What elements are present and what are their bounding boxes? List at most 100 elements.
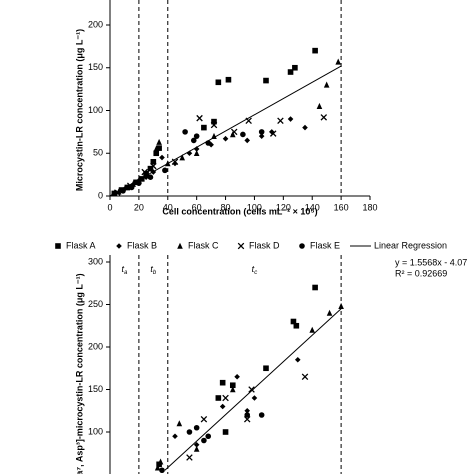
marker-triangle <box>193 149 200 157</box>
marker-x <box>200 415 208 423</box>
marker-circle <box>258 412 265 418</box>
regression-line <box>164 308 342 471</box>
legend-marker <box>116 243 122 249</box>
marker-circle <box>147 174 154 180</box>
marker-circle <box>111 191 118 196</box>
regression-equation: y = 1.5568x - 4.07 <box>395 257 467 267</box>
marker-diamond <box>251 395 258 401</box>
x-tick-label: 60 <box>192 202 202 212</box>
y-tick-label: 250 <box>88 299 103 309</box>
x-tick-label: 140 <box>305 202 320 212</box>
marker-square <box>138 176 145 182</box>
x-tick-label: 20 <box>134 202 144 212</box>
marker-circle <box>205 140 212 146</box>
marker-circle <box>205 433 212 440</box>
marker-x <box>269 130 277 137</box>
marker-diamond <box>219 403 226 410</box>
phase-subscript: b <box>153 270 157 276</box>
marker-square <box>133 179 139 186</box>
legend-label: Linear Regression <box>374 240 447 250</box>
marker-x <box>186 454 193 461</box>
marker-x <box>230 128 238 136</box>
y-tick-label: 100 <box>88 426 103 436</box>
x-tick-label: 80 <box>221 202 231 212</box>
marker-triangle <box>316 102 323 110</box>
phase-label: ta <box>122 264 129 275</box>
phase-subscript: c <box>254 270 257 276</box>
marker-square <box>215 395 222 401</box>
marker-diamond <box>244 407 251 414</box>
y-axis-title: [Dha⁷, Asp³]-microcystin-LR concentratio… <box>74 273 84 474</box>
marker-triangle <box>156 138 162 145</box>
y-tick-label: 0 <box>98 190 103 200</box>
marker-diamond <box>244 137 251 144</box>
marker-triangle <box>157 458 164 465</box>
plot-area <box>110 47 342 196</box>
x-tick-label: 160 <box>334 202 349 212</box>
phase-letter: t <box>122 264 125 274</box>
legend-label: Flask C <box>188 240 219 250</box>
marker-x <box>243 415 251 423</box>
x-axis-title: Cell concentration (cells mL⁻¹ × 10⁵) <box>162 206 317 216</box>
marker-square <box>290 318 297 325</box>
marker-square <box>215 79 222 86</box>
marker-diamond <box>258 133 265 139</box>
marker-circle <box>193 424 200 431</box>
marker-circle <box>190 137 197 144</box>
marker-diamond <box>234 373 240 380</box>
phase-subscript: a <box>124 270 128 276</box>
legend-marker <box>55 243 61 249</box>
regression-r2: R² = 0.92669 <box>395 268 447 278</box>
marker-triangle <box>179 154 186 161</box>
marker-triangle <box>323 81 330 88</box>
y-tick-label: 200 <box>88 19 103 29</box>
marker-x <box>277 117 284 125</box>
marker-diamond <box>186 150 193 157</box>
marker-x <box>150 162 157 170</box>
marker-diamond <box>172 433 178 440</box>
marker-square <box>150 159 157 165</box>
marker-triangle <box>229 386 236 393</box>
x-tick-label: 100 <box>247 202 262 212</box>
marker-triangle <box>309 326 316 333</box>
marker-square <box>293 322 300 329</box>
y-tick-label: 300 <box>88 256 103 266</box>
marker-square <box>153 150 160 157</box>
marker-square <box>287 69 294 75</box>
marker-circle <box>244 412 251 418</box>
marker-diamond <box>193 441 200 448</box>
marker-square <box>312 47 318 54</box>
marker-x <box>301 373 309 381</box>
marker-x <box>141 168 148 176</box>
x-tick-label: 40 <box>163 202 173 212</box>
marker-diamond <box>287 116 294 122</box>
legend-label: Flask A <box>66 240 96 250</box>
marker-x <box>248 386 255 393</box>
marker-square <box>219 379 226 386</box>
marker-circle <box>258 129 265 135</box>
marker-triangle <box>176 420 183 427</box>
legend-label: Flask D <box>249 240 280 250</box>
marker-square <box>222 429 229 435</box>
marker-square <box>225 76 232 83</box>
legend-marker <box>299 243 305 249</box>
marker-diamond <box>159 154 165 161</box>
x-tick-label: 120 <box>276 202 291 212</box>
marker-x <box>245 117 252 125</box>
marker-diamond <box>294 356 301 363</box>
marker-circle <box>201 437 207 444</box>
marker-triangle <box>335 58 342 65</box>
legend-marker <box>177 242 183 249</box>
marker-triangle <box>326 309 333 316</box>
marker-triangle <box>154 464 161 471</box>
phase-letter: t <box>150 264 153 274</box>
marker-square <box>229 382 236 389</box>
marker-square <box>312 284 318 291</box>
marker-square <box>292 64 298 71</box>
marker-circle <box>162 167 168 174</box>
marker-x <box>222 394 229 402</box>
marker-triangle <box>338 302 344 309</box>
marker-circle <box>182 129 188 135</box>
marker-square <box>201 124 207 131</box>
